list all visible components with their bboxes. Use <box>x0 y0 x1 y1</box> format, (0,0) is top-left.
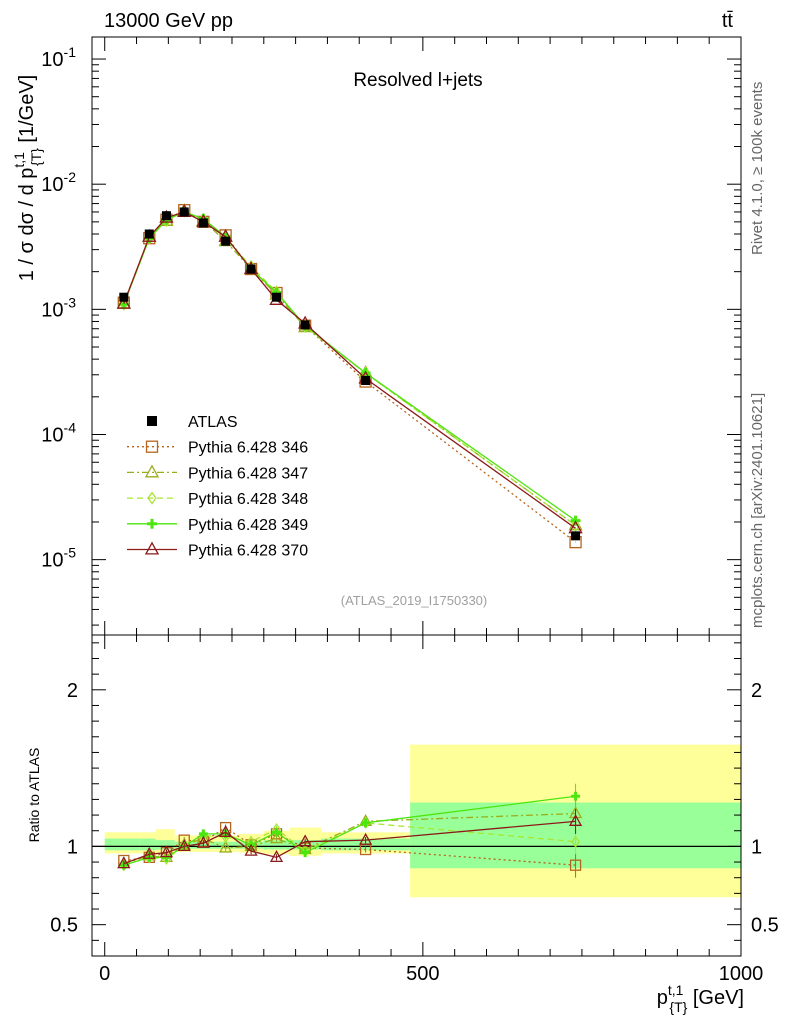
x-tick-label: 0 <box>99 963 110 985</box>
legend-label: Pythia 6.428 348 <box>188 491 308 508</box>
ratio-point <box>269 831 284 844</box>
legend-marker <box>145 440 159 453</box>
ratio-point <box>117 856 131 869</box>
stat-uncertainty-band <box>155 840 175 850</box>
series-point <box>570 518 581 532</box>
rivet-label: Rivet 4.1.0, ≥ 100k events <box>749 82 766 255</box>
legend-label: Pythia 6.428 349 <box>188 517 308 534</box>
data-point <box>144 229 154 239</box>
ratio-y-tick-label: 2 <box>67 680 78 702</box>
series-point <box>116 295 131 309</box>
ratio-point <box>358 832 373 845</box>
ratio-point <box>177 839 191 852</box>
legend: ATLAS Pythia 6.428 346 Pythia 6.428 347 Pyt… <box>127 414 308 560</box>
ratio-y-tick-label-right: 0.5 <box>751 915 779 937</box>
data-point <box>119 292 129 302</box>
x-label-text: pt,1 {T} [GeV] <box>657 982 744 1015</box>
ratio-point <box>196 835 210 848</box>
series-4 <box>116 204 583 534</box>
ratio-point <box>571 835 580 848</box>
legend-marker <box>144 464 160 478</box>
legend-marker <box>147 491 157 505</box>
ratio-point <box>142 846 156 859</box>
legend-item: Pythia 6.428 370 <box>127 541 308 560</box>
legend-item: ATLAS <box>147 414 238 431</box>
legend-label: Pythia 6.428 347 <box>188 465 308 482</box>
legend-label: Pythia 6.428 370 <box>188 543 308 560</box>
site-label: mcplots.cern.ch [arXiv:2401.10621] <box>749 393 766 628</box>
ratio-point <box>119 859 129 872</box>
legend-item: Pythia 6.428 349 <box>127 517 308 534</box>
data-point <box>161 211 171 221</box>
data-point <box>198 218 208 228</box>
legend-item: Pythia 6.428 346 <box>127 440 308 457</box>
ratio-point <box>219 840 233 853</box>
data-point <box>361 376 371 386</box>
ratio-point <box>244 843 258 856</box>
energy-label: 13000 GeV pp <box>104 10 233 32</box>
y-tick-label: 10-3 <box>41 294 76 321</box>
main-y-label-text: 1 / σ dσ / d pt,1{T} [1/GeV] <box>11 75 44 282</box>
ratio-point <box>219 824 233 837</box>
y-tick-label: 10-1 <box>41 44 76 71</box>
legend-label: ATLAS <box>188 414 238 431</box>
legend-marker <box>147 518 157 529</box>
ratio-y-tick-label-right: 1 <box>751 836 762 858</box>
data-point <box>571 531 581 541</box>
ratio-frame <box>91 634 742 957</box>
stat-uncertainty-band <box>139 838 156 851</box>
ratio-point <box>300 848 310 858</box>
data-point <box>246 264 256 274</box>
legend-item: Pythia 6.428 348 <box>127 491 308 508</box>
ratio-y-tick-label: 0.5 <box>50 915 78 937</box>
ratio-point <box>298 834 312 847</box>
x-tick-label: 500 <box>406 963 439 985</box>
main-ticks: 10-1 10-2 10-3 10-4 10-5 <box>41 37 742 635</box>
legend-marker <box>147 416 157 426</box>
ratio-point <box>361 816 370 830</box>
data-point <box>221 236 231 246</box>
ratio-point <box>568 813 583 826</box>
ratio-point <box>159 845 174 858</box>
process-label: tt̄ <box>722 10 734 32</box>
data-point <box>300 320 310 330</box>
ratio-point <box>569 859 582 871</box>
y-tick-label: 10-5 <box>41 545 76 572</box>
stat-uncertainty-band <box>263 840 290 850</box>
ratio-point <box>269 850 284 863</box>
ratio-y-axis-label: Ratio to ATLAS <box>26 748 42 843</box>
legend-item: Pythia 6.428 347 <box>127 464 308 482</box>
analysis-label: (ATLAS_2019_I1750330) <box>341 593 487 608</box>
ratio-series-layer <box>117 783 583 878</box>
atlas-data-layer <box>119 207 581 541</box>
ratio-series-4 <box>117 808 583 869</box>
ratio-bands <box>92 744 741 898</box>
data-point <box>179 207 189 217</box>
ratio-y-tick-label: 1 <box>67 836 78 858</box>
ratio-point <box>571 791 581 801</box>
y-tick-label: 10-2 <box>41 169 76 196</box>
ratio-point <box>361 818 371 828</box>
ratio-point <box>272 827 282 837</box>
ratio-ticks: 0.5 0.5 1 1 2 2 0 500 1000 <box>50 635 779 985</box>
y-tick-label: 10-4 <box>41 419 76 446</box>
legend-label: Pythia 6.428 346 <box>188 440 308 457</box>
main-title: Resolved l+jets <box>353 70 482 91</box>
stat-uncertainty-band <box>104 838 140 851</box>
ratio-y-tick-label-right: 2 <box>751 680 762 702</box>
x-tick-label: 1000 <box>719 963 764 985</box>
legend-marker <box>144 541 160 555</box>
data-point <box>272 292 282 302</box>
main-y-axis-label: 1 / σ dσ / d pt,1{T} [1/GeV] <box>11 75 44 282</box>
x-axis-label: pt,1 {T} [GeV] <box>657 982 744 1015</box>
